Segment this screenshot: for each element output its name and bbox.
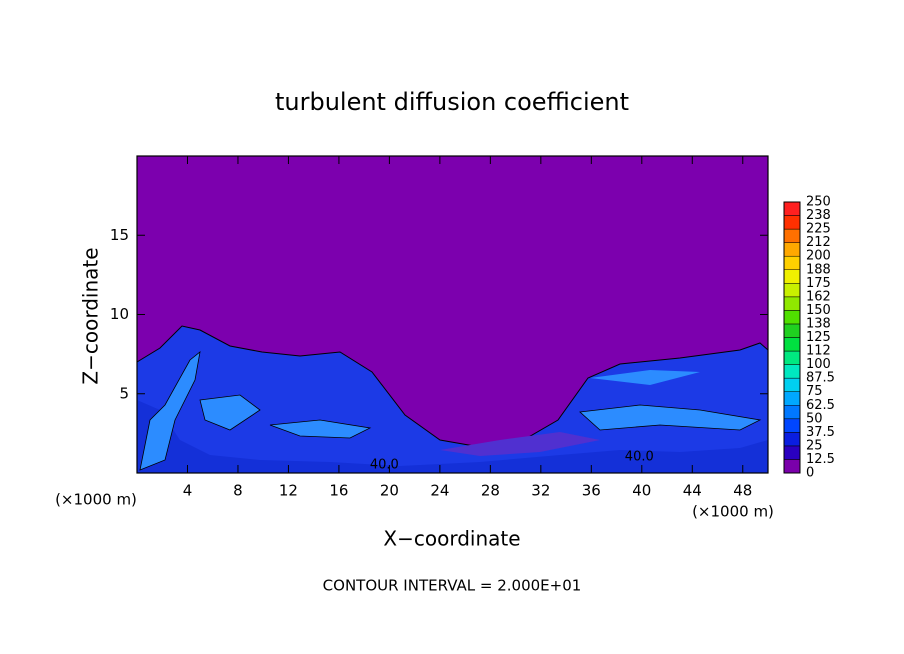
colorbar-bin (783, 377, 801, 392)
y-tick-label: 15 (110, 226, 129, 244)
y-tick-label: 5 (119, 384, 129, 402)
colorbar-label: 87.5 (806, 371, 835, 386)
field-streak (440, 432, 600, 456)
colorbar-bin (783, 405, 801, 420)
colorbar-label: 188 (806, 262, 831, 277)
colorbar-label: 150 (806, 303, 831, 318)
colorbar-bin (783, 391, 801, 406)
colorbar-bin (783, 255, 801, 271)
colorbar-label: 0 (806, 466, 814, 481)
colorbar-bin (783, 269, 801, 284)
x-axis-label: X−coordinate (383, 527, 520, 551)
x-tick-label: 16 (329, 482, 348, 500)
colorbar-bin (783, 432, 801, 447)
colorbar-label: 50 (806, 411, 823, 426)
field-region (137, 400, 768, 473)
x-unit-label: (×1000 m) (55, 491, 137, 509)
x-tick-label: 44 (683, 482, 702, 500)
x-tick-label: 24 (430, 482, 449, 500)
contour-label: 40.0 (370, 458, 399, 473)
x-tick-label: 8 (233, 482, 243, 500)
colorbar-label: 238 (806, 208, 831, 223)
field-streak (579, 404, 762, 431)
colorbar-bin (783, 364, 801, 379)
x-tick-label: 40 (632, 482, 651, 500)
colorbar-label: 125 (806, 330, 831, 345)
colorbar-frame (783, 201, 801, 474)
x-tick-label: 28 (481, 482, 500, 500)
colorbar-label: 12.5 (806, 452, 835, 467)
colorbar-bin (783, 310, 801, 325)
colorbar-bin (783, 418, 801, 433)
x-unit-label: (×1000 m) (692, 503, 774, 521)
colorbar-label: 225 (806, 222, 831, 237)
x-tick-label: 4 (183, 482, 193, 500)
y-axis-label: Z−coordinate (79, 247, 103, 384)
field-streak (269, 419, 372, 439)
colorbar-label: 62.5 (806, 398, 835, 413)
x-tick-label: 20 (380, 482, 399, 500)
field (136, 156, 769, 474)
colorbar-label: 212 (806, 235, 831, 250)
colorbar-bin (783, 283, 801, 298)
chart-title: turbulent diffusion coefficient (275, 88, 629, 116)
field-streak (590, 370, 700, 385)
colorbar-bin (783, 215, 801, 230)
colorbar-bin (783, 323, 801, 338)
field-streak (199, 394, 261, 431)
x-tick-label: 36 (582, 482, 601, 500)
colorbar-label: 112 (806, 344, 831, 359)
colorbar-bin (783, 242, 801, 257)
colorbar-bin (783, 445, 801, 460)
colorbar-label: 200 (806, 249, 831, 264)
colorbar-bin (783, 201, 801, 216)
colorbar-label: 162 (806, 289, 831, 304)
colorbar-label: 250 (806, 195, 831, 210)
x-tick-label: 32 (531, 482, 550, 500)
field-streak (139, 351, 201, 471)
colorbar-label: 138 (806, 316, 831, 331)
colorbar-bin (783, 228, 801, 243)
x-tick-label: 12 (279, 482, 298, 500)
x-tick-label: 48 (733, 482, 752, 500)
colorbar-bin (783, 459, 801, 474)
y-tick-label: 10 (110, 305, 129, 323)
colorbar-label: 100 (806, 357, 831, 372)
colorbar-label: 37.5 (806, 425, 835, 440)
colorbar-bin (783, 350, 801, 365)
colorbar-label: 75 (806, 384, 823, 399)
colorbar-bin (783, 296, 801, 311)
contour-label: 40.0 (625, 450, 654, 465)
footer: CONTOUR INTERVAL = 2.000E+01 (323, 577, 582, 595)
colorbar-label: 25 (806, 438, 823, 453)
colorbar-label: 175 (806, 276, 831, 291)
field-region (136, 325, 769, 474)
colorbar-bin (783, 337, 801, 352)
